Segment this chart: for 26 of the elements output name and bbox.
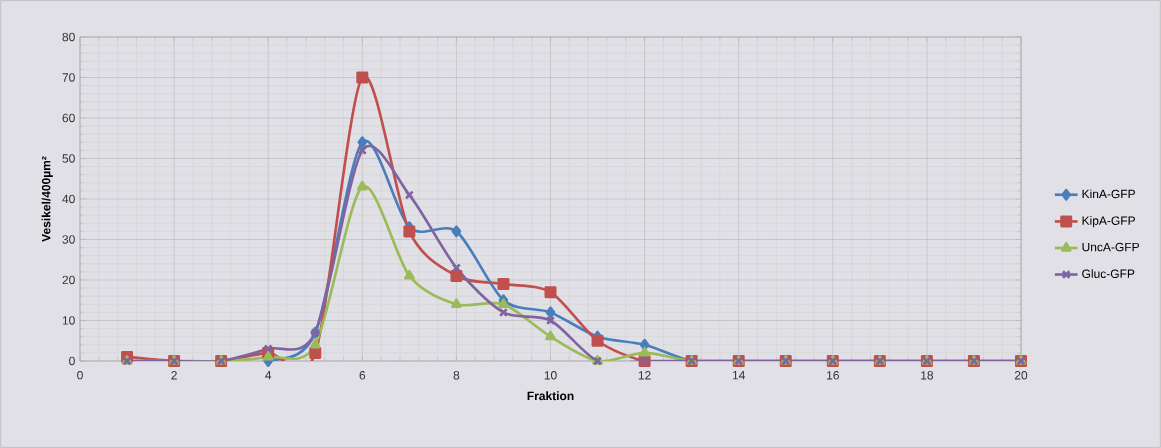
y-tick-label: 10 [62,316,75,325]
x-tick-label: 20 [1014,371,1028,380]
x-tick-label: 10 [544,371,557,380]
y-tick-label: 50 [62,154,75,163]
x-tick-label: 2 [171,371,177,380]
y-tick-label: 30 [62,235,75,244]
y-tick-label: 40 [62,194,75,204]
x-tick-label: 8 [453,371,460,380]
x-tick-label: 6 [359,371,366,380]
y-tick-label: 60 [62,113,75,123]
x-tick-label: 0 [77,371,83,380]
legend-label: Gluc-GFP [1082,269,1135,278]
x-tick-label: 14 [732,371,746,380]
legend-label: KinA-GFP [1082,189,1135,199]
x-tick-label: 16 [827,371,839,380]
x-tick-label: 4 [265,371,272,380]
y-axis-title: Vesikel/400µm² [41,156,53,242]
legend-label: UncA-GFP [1082,242,1139,252]
y-tick-label: 70 [62,73,75,82]
y-tick-label: 20 [62,275,75,285]
x-axis-title: Fraktion [527,391,574,401]
legend-label: KipA-GFP [1082,216,1135,228]
y-tick-label: 0 [69,356,75,366]
x-tick-label: 18 [921,371,934,380]
y-tick-label: 80 [62,32,75,42]
x-tick-label: 12 [638,371,651,380]
